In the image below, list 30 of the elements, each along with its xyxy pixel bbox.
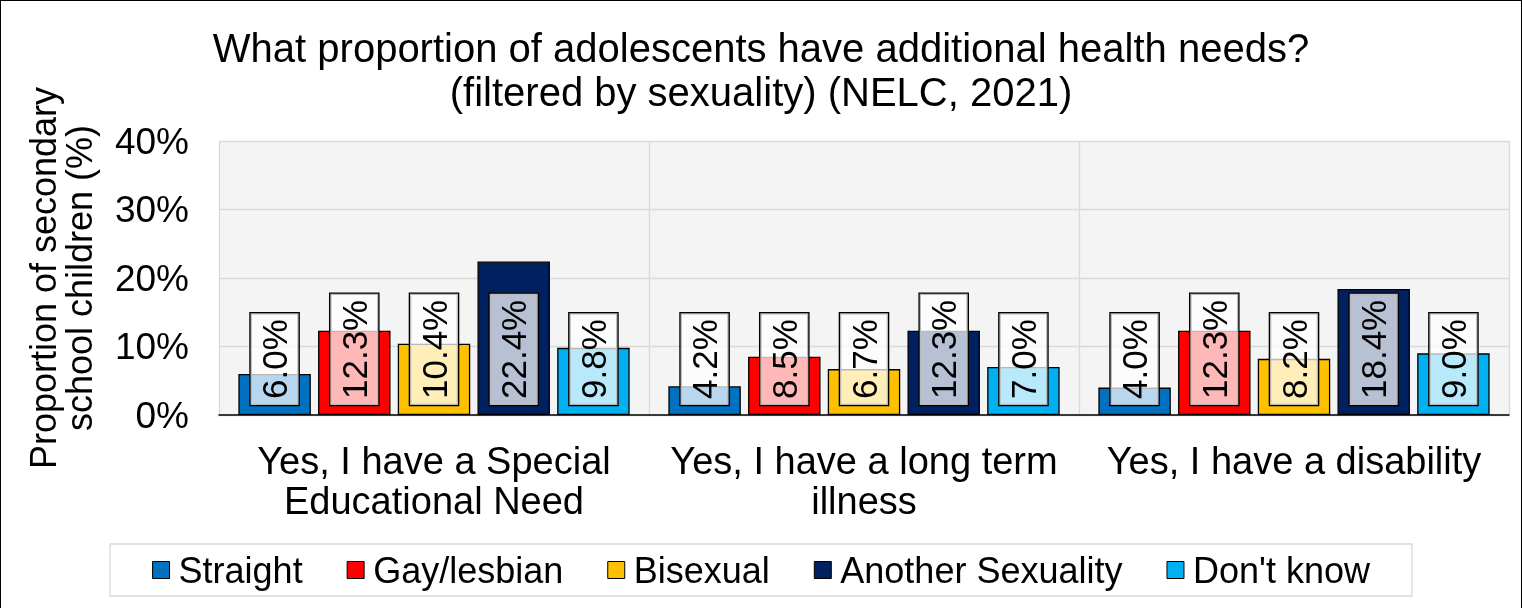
data-label: 12.3% bbox=[924, 299, 964, 399]
x-tick-label: Yes, I have a disability bbox=[1106, 440, 1482, 482]
chart-title: What proportion of adolescents have additional health needs? (filtered by sexuality) (NELC, 2021) bbox=[212, 26, 1310, 114]
legend-label: Straight bbox=[178, 549, 303, 591]
x-tick-label: Yes, I have a Special Educational Need bbox=[257, 440, 611, 522]
data-label: 9.0% bbox=[1433, 319, 1473, 399]
data-label: 6.0% bbox=[255, 319, 295, 399]
y-axis-title: Proportion of secondary school children (%) bbox=[22, 86, 100, 470]
data-label: 8.5% bbox=[764, 319, 804, 399]
y-tick-label: 40% bbox=[114, 120, 189, 162]
x-tick-label: Yes, I have a long term illness bbox=[670, 440, 1058, 522]
data-label: 7.0% bbox=[1003, 319, 1043, 399]
legend-label: Another Sexuality bbox=[840, 549, 1123, 591]
data-label: 12.3% bbox=[1194, 299, 1234, 399]
data-label: 18.4% bbox=[1354, 299, 1394, 399]
data-label: 10.4% bbox=[414, 299, 454, 399]
data-label: 12.3% bbox=[334, 299, 374, 399]
data-label: 4.0% bbox=[1115, 319, 1155, 399]
y-tick-label: 30% bbox=[114, 189, 189, 230]
data-label: 22.4% bbox=[494, 299, 534, 399]
y-tick-label: 10% bbox=[114, 326, 189, 367]
legend-label: Don't know bbox=[1192, 549, 1371, 591]
data-label: 4.2% bbox=[685, 319, 725, 399]
data-label: 8.2% bbox=[1274, 319, 1314, 399]
y-tick-label: 0% bbox=[135, 394, 189, 436]
legend-label: Gay/lesbian bbox=[373, 549, 564, 591]
data-label: 6.7% bbox=[844, 319, 884, 399]
legend-label: Bisexual bbox=[633, 549, 770, 591]
y-tick-label: 20% bbox=[114, 257, 189, 299]
data-label: 9.8% bbox=[573, 319, 613, 399]
